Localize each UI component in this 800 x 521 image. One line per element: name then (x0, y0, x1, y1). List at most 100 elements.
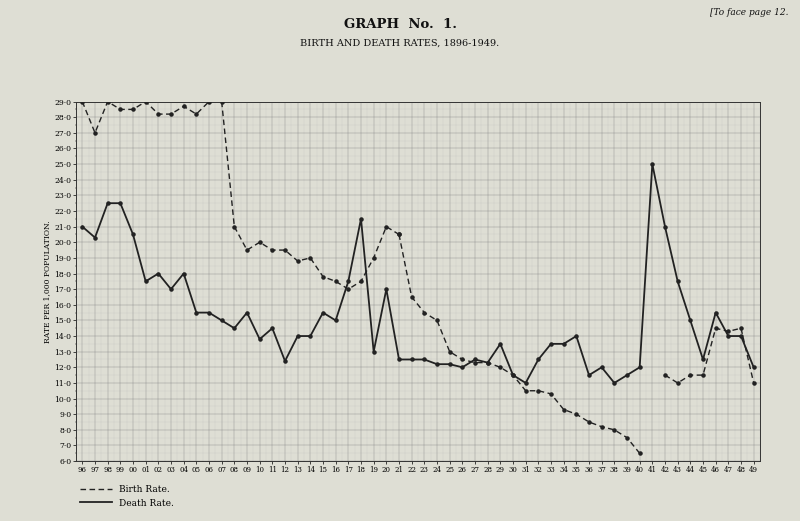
Point (722, 327, 734, 336)
Point (266, 246, 278, 254)
Point (697, 355, 710, 364)
Point (469, 358, 482, 367)
Point (621, 371, 634, 379)
Point (697, 371, 710, 379)
Point (89, 129, 102, 137)
Point (190, 110, 202, 118)
Point (570, 410, 582, 418)
Point (418, 355, 430, 364)
Point (178, 269, 190, 278)
Point (595, 363, 608, 371)
Point (671, 277, 684, 286)
Point (178, 102, 190, 110)
Point (228, 324, 241, 332)
Point (102, 199, 114, 207)
Point (317, 272, 330, 281)
Point (228, 222, 241, 231)
Point (215, 316, 228, 325)
Point (722, 332, 734, 340)
Point (558, 340, 570, 348)
Point (570, 332, 582, 340)
Point (278, 357, 291, 365)
Point (76, 97, 89, 106)
Point (545, 340, 558, 348)
Point (89, 233, 102, 242)
Point (684, 316, 697, 325)
Point (443, 348, 456, 356)
Point (330, 316, 342, 325)
Point (545, 390, 558, 398)
Point (430, 360, 443, 368)
Point (202, 308, 215, 317)
Point (747, 363, 760, 371)
Point (152, 269, 165, 278)
Point (747, 379, 760, 387)
Point (734, 332, 747, 340)
Point (278, 246, 291, 254)
Point (342, 285, 354, 293)
Point (595, 423, 608, 431)
Point (126, 230, 139, 239)
Point (330, 277, 342, 286)
Point (494, 363, 506, 371)
Text: GRAPH  No.  1.: GRAPH No. 1. (343, 18, 457, 31)
Point (393, 355, 406, 364)
Point (190, 308, 202, 317)
Point (102, 97, 114, 106)
Point (646, 160, 658, 168)
Point (393, 230, 406, 239)
Point (734, 324, 747, 332)
Point (317, 308, 330, 317)
Point (710, 324, 722, 332)
Point (608, 426, 621, 434)
Point (634, 449, 646, 457)
Point (506, 371, 519, 379)
Point (241, 308, 254, 317)
Legend: Birth Rate., Death Rate.: Birth Rate., Death Rate. (77, 481, 178, 511)
Point (582, 418, 595, 426)
Point (241, 246, 254, 254)
Point (532, 387, 545, 395)
Point (558, 405, 570, 414)
Point (710, 308, 722, 317)
Point (456, 363, 469, 371)
Point (291, 332, 304, 340)
Point (430, 316, 443, 325)
Point (406, 355, 418, 364)
Point (418, 308, 430, 317)
Point (406, 293, 418, 301)
Point (634, 363, 646, 371)
Point (519, 387, 532, 395)
Point (165, 110, 178, 118)
Point (393, 230, 406, 239)
Point (139, 97, 152, 106)
Point (304, 254, 317, 262)
Point (519, 379, 532, 387)
Point (658, 371, 671, 379)
Point (254, 238, 266, 246)
Text: BIRTH AND DEATH RATES, 1896-1949.: BIRTH AND DEATH RATES, 1896-1949. (300, 39, 500, 48)
Point (380, 222, 393, 231)
Point (367, 254, 380, 262)
Point (354, 215, 367, 223)
Point (658, 222, 671, 231)
Point (621, 433, 634, 442)
Point (165, 285, 178, 293)
Point (152, 110, 165, 118)
Point (482, 358, 494, 367)
Point (380, 285, 393, 293)
Point (114, 105, 126, 114)
Text: [To face page 12.: [To face page 12. (710, 8, 788, 17)
Point (532, 355, 545, 364)
Point (354, 277, 367, 286)
Point (291, 257, 304, 265)
Point (215, 97, 228, 106)
Point (114, 199, 126, 207)
Y-axis label: RATE PER 1,000 POPULATION.: RATE PER 1,000 POPULATION. (43, 220, 51, 343)
Point (304, 332, 317, 340)
Point (76, 222, 89, 231)
Point (608, 379, 621, 387)
Point (126, 105, 139, 114)
Point (266, 324, 278, 332)
Point (582, 371, 595, 379)
